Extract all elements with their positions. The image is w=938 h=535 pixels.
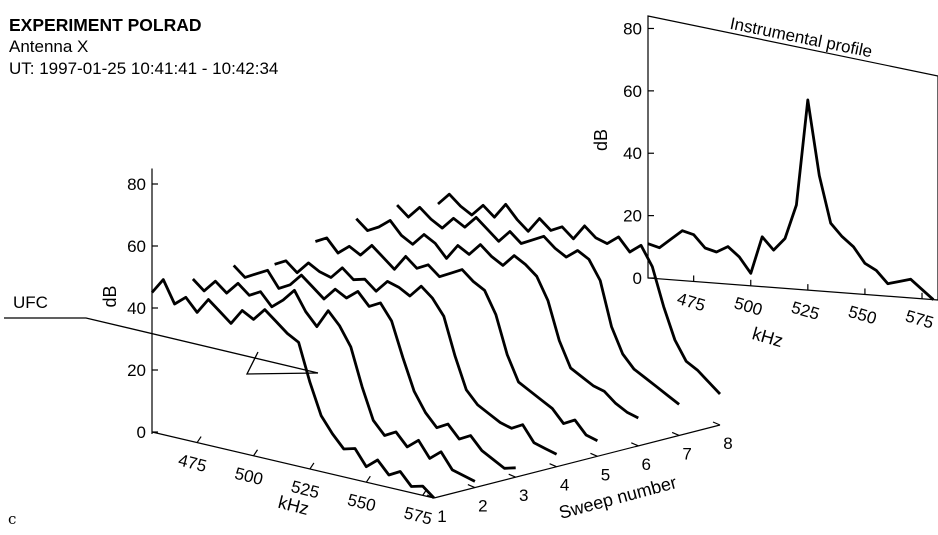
- sweep-trace-2: [191, 278, 476, 483]
- profile-x-tick-label: 475: [675, 289, 708, 315]
- x-tick: [253, 449, 259, 457]
- antenna-label: Antenna X: [9, 37, 89, 56]
- sweep-tick: [631, 442, 639, 447]
- profile-y-axis-label: dB: [591, 129, 611, 151]
- z-axis-label: dB: [100, 285, 120, 307]
- sweep-tick: [712, 421, 721, 426]
- profile-x-tick-label: 550: [846, 302, 879, 328]
- z-tick-label: 80: [127, 175, 146, 194]
- z-tick-label: 0: [137, 423, 146, 442]
- sweep-trace-8: [437, 192, 722, 395]
- profile-x-tick-label: 500: [732, 293, 765, 319]
- sweep-trace-6: [355, 217, 639, 420]
- profile-trace: [647, 98, 935, 301]
- sweep-tick-label: 1: [437, 507, 446, 526]
- time-range: UT: 1997-01-25 10:41:41 - 10:42:34: [9, 59, 279, 78]
- x-tick: [196, 436, 202, 443]
- profile-x-tick-label: 525: [789, 298, 822, 324]
- header: EXPERIMENT POLRAD Antenna X UT: 1997-01-…: [9, 14, 278, 80]
- z-tick-label: 60: [127, 237, 146, 256]
- profile-x-axis-label: kHz: [750, 323, 785, 351]
- sweep-tick: [590, 452, 598, 457]
- z-tick-label: 40: [127, 299, 146, 318]
- ufc-arrow: [245, 351, 319, 375]
- sweep-tick: [671, 431, 680, 436]
- z-tick-label: 20: [127, 361, 146, 380]
- sweep-tick: [549, 463, 557, 468]
- sweep-tick-label: 8: [723, 434, 732, 453]
- sweep-tick-label: 6: [642, 455, 651, 474]
- profile-frame: [647, 15, 938, 301]
- sweep-axis-line: [433, 424, 721, 499]
- profile-y-tick-label: 0: [633, 269, 642, 288]
- sweep-tick-label: 2: [478, 497, 487, 516]
- profile-x-tick-label: 575: [903, 306, 936, 332]
- sweep-trace-5: [314, 236, 599, 443]
- sweep-tick-label: 4: [560, 476, 569, 495]
- x-tick: [309, 462, 315, 470]
- profile-y-tick-label: 60: [623, 82, 642, 101]
- profile-y-tick-label: 40: [623, 144, 642, 163]
- sweep-trace-3: [232, 264, 516, 470]
- sweep-tick-label: 5: [601, 465, 610, 484]
- sweep-trace-4: [274, 259, 558, 456]
- panel-label: c: [8, 510, 17, 528]
- sweep-tick-label: 7: [682, 444, 691, 463]
- x-tick: [365, 475, 371, 483]
- sweep-tick-label: 3: [519, 486, 528, 505]
- ufc-leader-line: [4, 317, 319, 374]
- x-axis-line: [151, 431, 435, 499]
- profile-y-tick-label: 80: [623, 19, 642, 38]
- sweep-trace-1: [150, 278, 436, 499]
- sweep-tick: [508, 473, 516, 478]
- sweep-tick: [467, 484, 476, 489]
- profile-y-tick-label: 20: [623, 207, 642, 226]
- experiment-title: EXPERIMENT POLRAD: [9, 15, 202, 35]
- ufc-label: UFC: [13, 293, 48, 312]
- sweep-trace-7: [396, 204, 680, 406]
